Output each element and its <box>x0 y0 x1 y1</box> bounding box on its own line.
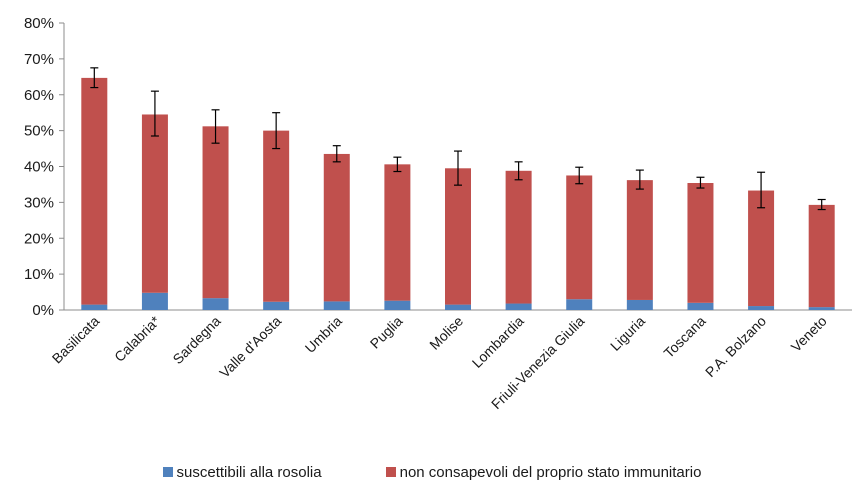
bar-non-consapevoli <box>384 164 411 301</box>
y-tick-label: 50% <box>24 123 54 140</box>
bar-non-consapevoli <box>566 175 593 300</box>
bar-suscettibili <box>141 292 168 310</box>
bar-suscettibili <box>748 306 775 310</box>
x-tick-label: Puglia <box>367 313 406 352</box>
bar-suscettibili <box>445 304 471 310</box>
bar-non-consapevoli <box>626 180 653 300</box>
bar-non-consapevoli <box>808 204 835 308</box>
y-tick-label: 40% <box>24 159 54 176</box>
bar-suscettibili <box>202 298 229 310</box>
bar-non-consapevoli <box>748 190 775 307</box>
bar-non-consapevoli <box>263 130 290 302</box>
legend-label-non-consapevoli: non consapevoli del proprio stato immuni… <box>399 463 702 481</box>
x-tick-label: Veneto <box>788 313 830 355</box>
legend-item-non-consapevoli: non consapevoli del proprio stato immuni… <box>385 463 702 481</box>
y-tick-label: 10% <box>24 266 54 283</box>
x-tick-label: Lombardia <box>469 313 527 371</box>
bar-suscettibili <box>808 307 835 310</box>
bar-non-consapevoli <box>81 77 108 305</box>
bar-suscettibili <box>687 302 714 310</box>
bar-suscettibili <box>323 301 350 310</box>
y-tick-label: 0% <box>32 302 54 319</box>
x-tick-label: Basilicata <box>49 313 103 367</box>
x-tick-label: Umbria <box>302 313 345 356</box>
y-tick-label: 80% <box>24 15 54 32</box>
x-tick-label: Calabria* <box>111 312 163 364</box>
bar-suscettibili <box>81 304 108 310</box>
y-tick-label: 20% <box>24 230 54 247</box>
stacked-bar-chart: 0% 10% 20% 30% 40% 50% 60% 70% 80% Basilicata Cala… <box>24 15 852 412</box>
x-tick-label: P.A. Bolzano <box>702 313 769 380</box>
bar-non-consapevoli <box>505 170 532 304</box>
x-tick-label: Sardegna <box>169 313 223 367</box>
legend-swatch-red <box>385 467 396 477</box>
x-tick-label: Liguria <box>607 313 648 354</box>
legend-label-suscettibili: suscettibili alla rosolia <box>176 463 322 481</box>
bar-non-consapevoli <box>445 168 471 305</box>
bar-non-consapevoli <box>323 153 350 302</box>
bar-suscettibili <box>566 299 593 310</box>
legend-item-suscettibili: suscettibili alla rosolia <box>162 463 322 481</box>
chart-legend: suscettibili alla rosolia non consapevol… <box>0 458 864 486</box>
y-tick-label: 60% <box>24 87 54 104</box>
bar-non-consapevoli <box>202 126 229 299</box>
bar-suscettibili <box>505 303 532 310</box>
bar-non-consapevoli <box>141 114 168 293</box>
x-tick-label: Toscana <box>660 313 708 361</box>
bar-non-consapevoli <box>687 183 714 303</box>
bar-suscettibili <box>263 301 290 310</box>
y-tick-label: 70% <box>24 51 54 68</box>
x-tick-label: Valle d'Aosta <box>216 313 284 381</box>
y-tick-label: 30% <box>24 194 54 211</box>
bar-suscettibili <box>384 300 411 310</box>
bar-suscettibili <box>626 299 653 310</box>
legend-swatch-blue <box>162 467 173 477</box>
x-tick-label: Molise <box>426 313 466 353</box>
